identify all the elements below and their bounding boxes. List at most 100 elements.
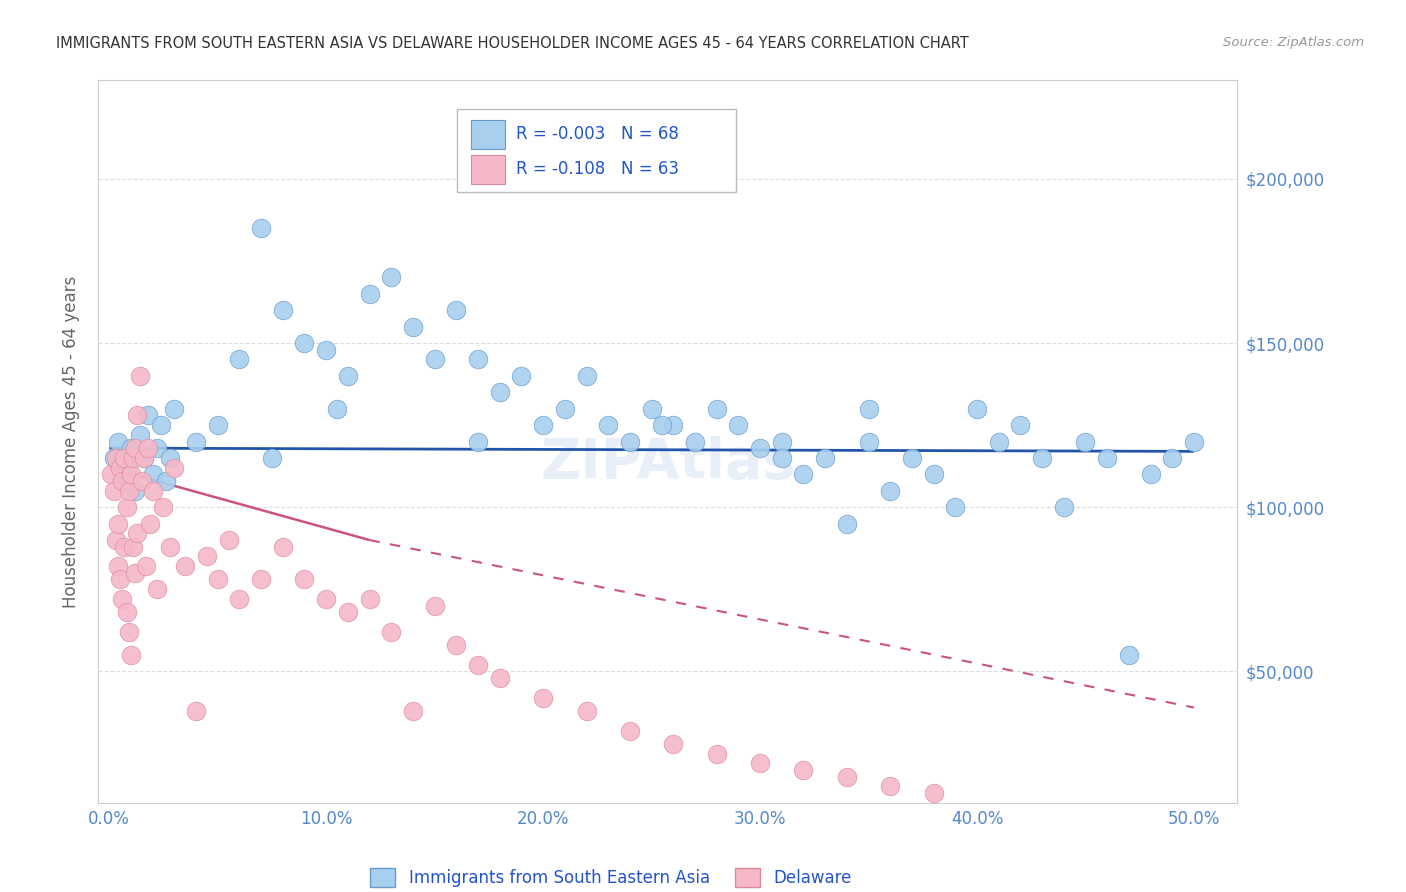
Point — [128, 428, 150, 442]
Point — [228, 592, 250, 607]
Point — [662, 418, 685, 433]
Point — [467, 434, 489, 449]
Bar — [471, 120, 505, 149]
Point — [103, 483, 125, 498]
Point — [111, 592, 134, 607]
Point — [402, 704, 425, 718]
Point — [814, 450, 837, 465]
Point — [315, 343, 337, 357]
Point — [146, 582, 169, 597]
Point — [107, 559, 129, 574]
Point — [467, 352, 489, 367]
Point — [1118, 648, 1140, 662]
Point — [218, 533, 240, 547]
Point — [380, 625, 402, 640]
Point — [103, 450, 125, 465]
Point — [922, 467, 945, 482]
Point — [115, 605, 138, 619]
Bar — [471, 154, 505, 184]
Point — [108, 460, 131, 475]
Point — [118, 483, 141, 498]
Point — [111, 474, 134, 488]
Point — [922, 786, 945, 800]
Point — [749, 756, 772, 771]
Point — [326, 401, 349, 416]
Point — [901, 450, 924, 465]
Point — [184, 434, 207, 449]
Point — [271, 540, 294, 554]
Point — [1139, 467, 1161, 482]
Point — [250, 221, 273, 235]
Point — [488, 671, 510, 685]
Point — [260, 450, 283, 465]
Point — [122, 450, 145, 465]
Point — [118, 625, 141, 640]
Point — [135, 559, 157, 574]
Point — [131, 474, 153, 488]
Point — [1161, 450, 1184, 465]
Point — [359, 286, 381, 301]
Point — [184, 704, 207, 718]
Point — [423, 352, 446, 367]
Text: ZIPAtlas: ZIPAtlas — [540, 436, 796, 491]
Point — [114, 540, 136, 554]
Point — [108, 573, 131, 587]
Point — [943, 500, 966, 515]
Point — [336, 368, 359, 383]
Point — [1053, 500, 1076, 515]
Point — [423, 599, 446, 613]
Point — [510, 368, 533, 383]
Point — [706, 401, 728, 416]
Point — [598, 418, 620, 433]
Point — [132, 450, 155, 465]
Point — [111, 474, 134, 488]
Point — [142, 483, 165, 498]
Point — [100, 467, 122, 482]
Point — [294, 573, 316, 587]
Legend: Immigrants from South Eastern Asia, Delaware: Immigrants from South Eastern Asia, Dela… — [364, 862, 858, 892]
Point — [359, 592, 381, 607]
Point — [315, 592, 337, 607]
Point — [115, 500, 138, 515]
Point — [554, 401, 576, 416]
Point — [107, 516, 129, 531]
Y-axis label: Householder Income Ages 45 - 64 years: Householder Income Ages 45 - 64 years — [62, 276, 80, 607]
Point — [146, 441, 169, 455]
Point — [115, 460, 138, 475]
Point — [104, 450, 127, 465]
Point — [107, 434, 129, 449]
Point — [136, 441, 159, 455]
Point — [142, 467, 165, 482]
Point — [575, 368, 598, 383]
Point — [531, 418, 554, 433]
Point — [858, 434, 880, 449]
Point — [104, 533, 127, 547]
Point — [159, 450, 181, 465]
Point — [879, 483, 901, 498]
Point — [792, 467, 814, 482]
Point — [163, 460, 186, 475]
Point — [120, 648, 142, 662]
Point — [446, 303, 468, 318]
Point — [336, 605, 359, 619]
Point — [770, 450, 793, 465]
Point — [124, 441, 146, 455]
Point — [987, 434, 1010, 449]
Point — [835, 516, 858, 531]
Point — [683, 434, 706, 449]
Point — [706, 747, 728, 761]
Point — [575, 704, 598, 718]
Point — [132, 450, 155, 465]
Point — [120, 467, 142, 482]
Point — [749, 441, 772, 455]
Point — [792, 763, 814, 777]
Point — [152, 500, 174, 515]
Text: IMMIGRANTS FROM SOUTH EASTERN ASIA VS DELAWARE HOUSEHOLDER INCOME AGES 45 - 64 Y: IMMIGRANTS FROM SOUTH EASTERN ASIA VS DE… — [56, 36, 969, 51]
Point — [271, 303, 294, 318]
Point — [228, 352, 250, 367]
Point — [835, 770, 858, 784]
Point — [250, 573, 273, 587]
Point — [1095, 450, 1118, 465]
Point — [120, 441, 142, 455]
Point — [1031, 450, 1053, 465]
